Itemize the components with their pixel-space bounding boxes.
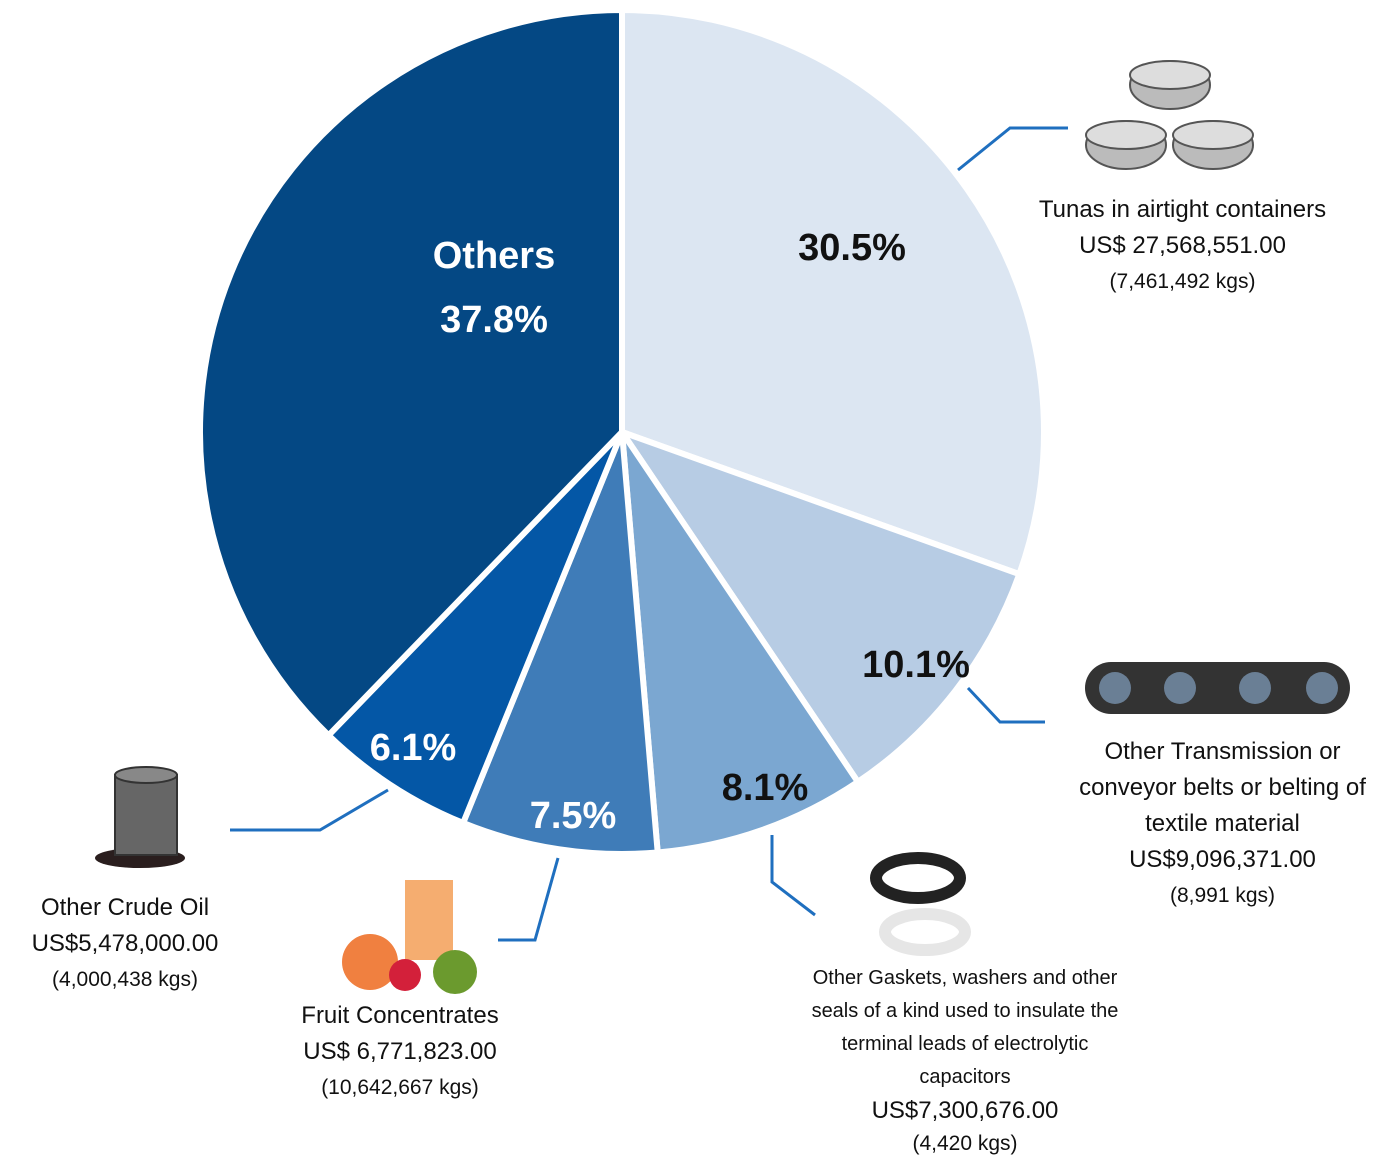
leader-line — [230, 790, 388, 830]
value-label: 37.8% — [440, 299, 548, 341]
leader-line — [772, 835, 815, 915]
amount-label: US$ 27,568,551.00 — [1010, 228, 1355, 264]
weight-label: (4,000,438 kgs) — [0, 962, 250, 998]
category-label: Others — [433, 235, 555, 277]
fruit-juice-icon — [342, 880, 477, 994]
chart: 30.5% 10.1% 8.1% 7.5% 6.1% 37.8% Others Tunas … — [0, 0, 1393, 1158]
weight-label: (8,991 kgs) — [1075, 878, 1370, 914]
amount-label: US$9,096,371.00 — [1075, 842, 1370, 878]
oil-barrel-icon — [95, 767, 185, 868]
leader-line — [958, 128, 1068, 170]
annotation: Other Transmission or conveyor belts or … — [1075, 734, 1370, 914]
value-label: 7.5% — [530, 795, 617, 837]
value-label: 6.1% — [370, 727, 457, 769]
category-label: Other Transmission or conveyor belts or … — [1075, 734, 1370, 842]
amount-label: US$5,478,000.00 — [0, 926, 250, 962]
conveyor-belt-icon — [1085, 662, 1350, 714]
leader-line — [968, 688, 1045, 722]
tuna-cans-icon — [1086, 61, 1253, 169]
category-label: Other Crude Oil — [0, 890, 250, 926]
category-label: Fruit Concentrates — [250, 998, 550, 1034]
category-label: Tunas in airtight containers — [1010, 192, 1355, 228]
value-label: 10.1% — [862, 644, 970, 686]
weight-label: (10,642,667 kgs) — [250, 1070, 550, 1106]
category-label: Other Gaskets, washers and other seals o… — [800, 962, 1130, 1094]
annotation: Other Gaskets, washers and other seals o… — [800, 962, 1130, 1158]
gaskets-icon — [876, 858, 965, 950]
value-label: 30.5% — [798, 227, 906, 269]
value-label: 8.1% — [722, 767, 809, 809]
weight-label: (7,461,492 kgs) — [1010, 264, 1355, 300]
weight-label: (4,420 kgs) — [800, 1127, 1130, 1158]
amount-label: US$7,300,676.00 — [800, 1094, 1130, 1127]
leader-line — [498, 858, 558, 940]
amount-label: US$ 6,771,823.00 — [250, 1034, 550, 1070]
